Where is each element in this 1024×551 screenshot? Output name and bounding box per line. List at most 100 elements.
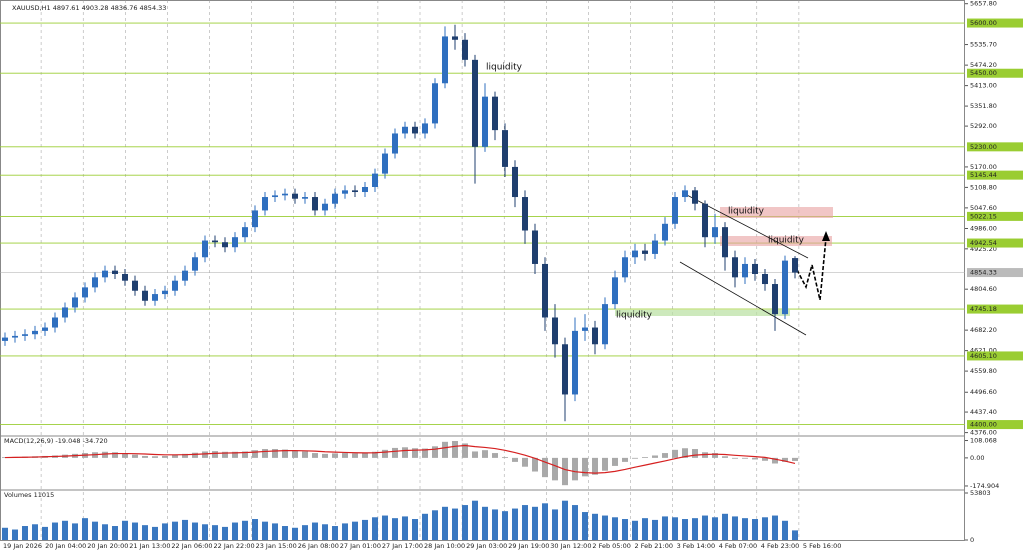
macd-bar [602,457,608,471]
volume-bar [762,517,768,540]
volume-bar [82,518,88,540]
macd-bar [552,457,558,481]
macd-bar [292,450,298,458]
level-label-box [967,420,1023,430]
candle-body [552,317,558,345]
volume-bar [772,515,778,540]
candle-body [412,126,418,134]
x-tick-label: 27 Jan 17:00 [382,542,423,550]
candle-body [362,186,368,193]
macd-bar [522,457,528,467]
macd-bar [632,457,638,459]
volume-tick-label: 0 [970,536,974,544]
macd-bar [402,447,408,458]
volume-bar [32,524,38,540]
level-label-box [967,18,1023,28]
candle-body [12,335,18,338]
volume-bar [472,500,478,540]
liquidity-zone [615,310,790,316]
candle-body [782,260,788,315]
macd-bar [572,457,578,481]
macd-bar [242,451,248,458]
y-tick-label: 4804.60 [970,285,997,293]
macd-bar [792,457,798,461]
macd-bar [102,451,108,458]
candle-body [372,173,378,187]
candle-body [232,237,238,248]
level-label: 5450.00 [970,69,997,77]
volume-bar [602,515,608,540]
volume-bar [42,526,48,540]
y-tick-label: 5108.80 [970,183,997,191]
volume-bar [272,523,278,540]
macd-bar [302,451,308,458]
candle-body [672,197,678,224]
macd-bar [512,457,518,462]
candle-body [252,210,258,228]
macd-bar [372,451,378,458]
candle-body [612,277,618,305]
volume-bar [692,518,698,540]
macd-bar [612,457,618,466]
volume-bar [572,505,578,540]
volume-bar [232,522,238,540]
candle-body [192,257,198,271]
macd-bar [622,457,628,462]
macd-bar [492,453,498,458]
macd-bar [592,457,598,475]
candle-body [202,240,208,258]
candle-body [322,203,328,211]
level-label: 4400.00 [970,421,997,429]
volume-bar [252,519,258,540]
macd-title: MACD(12,26,9) -19.048 -34.720 [4,437,108,445]
volume-bar [482,506,488,540]
volume-bar [722,513,728,540]
macd-bar [582,457,588,477]
candle-body [352,190,358,193]
volume-bar [282,526,288,540]
volume-title: Volumes 11015 [4,491,54,499]
volume-bar [152,526,158,540]
macd-bar [732,457,738,459]
candle-body [162,290,168,295]
x-tick-label: 23 Jan 15:00 [256,542,297,550]
volume-bar [732,516,738,540]
x-tick-label: 2 Feb 21:00 [635,542,674,550]
macd-bar [382,449,388,458]
volume-bar [492,509,498,540]
level-label-box [967,238,1023,248]
volume-bar [172,521,178,540]
level-label: 5600.00 [970,19,997,27]
volume-bar [652,519,658,540]
candle-body [152,294,158,301]
candle-body [582,327,588,331]
x-tick-label: 30 Jan 12:00 [550,542,591,550]
candle-body [332,193,338,204]
volume-bar [212,525,218,540]
macd-bar [152,456,158,458]
x-tick-label: 26 Jan 08:00 [298,542,339,550]
candle-body [272,195,278,198]
volume-bar [72,523,78,540]
candle-body [572,330,578,395]
volume-bar [182,519,188,540]
level-label-box [967,68,1023,78]
candle-body [652,240,658,254]
volume-bar [512,508,518,540]
volume-bar [782,520,788,540]
channel-line [679,261,807,336]
layer [0,0,965,540]
macd-bar [472,451,478,458]
macd-bar [412,448,418,458]
macd-bar [532,457,538,472]
candle-body [112,270,118,274]
volume-bar [202,524,208,540]
x-tick-label: 27 Jan 01:00 [340,542,381,550]
volume-bar [122,520,128,540]
candle-body [122,273,128,281]
candle-body [32,330,38,335]
macd-bar [652,455,658,458]
candle-body [472,59,478,147]
candle-body [762,273,768,285]
